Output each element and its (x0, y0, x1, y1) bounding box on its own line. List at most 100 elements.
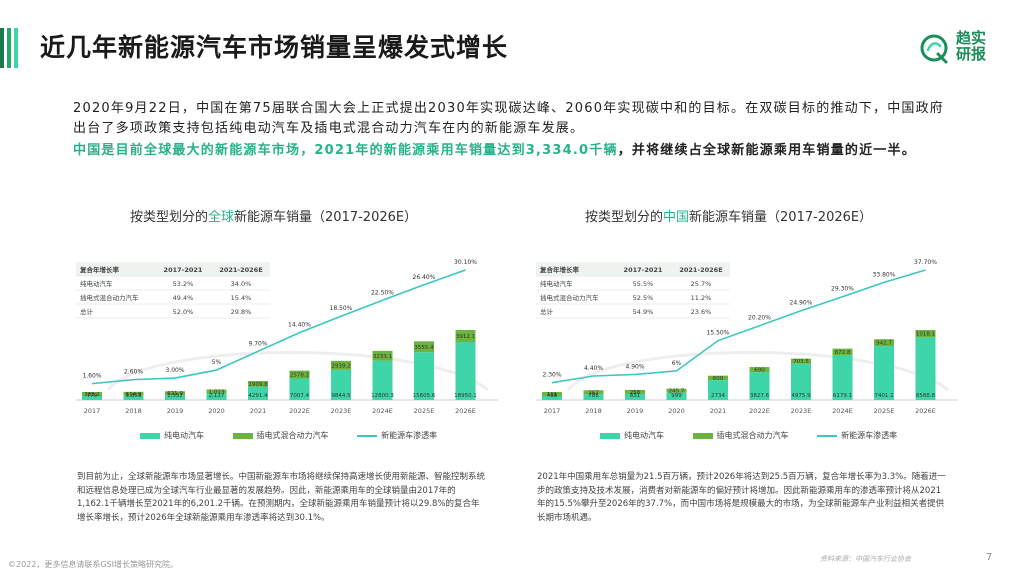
table-header-cell: 复合年增长率 (539, 265, 580, 274)
x-tick-label: 2018 (125, 407, 142, 415)
bar-phev (874, 339, 894, 347)
table-cell: 54.9% (633, 308, 654, 316)
global-chart-note: 到目前为止，全球新能源车市场显著增长。中国新能源车市场将继续保持高速增长使用新能… (77, 472, 486, 523)
china-sales-chart: 复合年增长率 2017-2021 2021-2026E 纯电动汽车 55.5% 25.7%… (536, 259, 958, 415)
rate-value-label: 4.40% (584, 365, 603, 372)
bar-phev (749, 367, 770, 373)
footer-source: 资料来源：中国汽车行业协会 (820, 555, 911, 563)
table-cell: 52.0% (173, 308, 194, 316)
table-cell: 总计 (540, 307, 554, 316)
footer-copyright: ©2022，更多信息请联系GSI增长策略研究院。 (8, 560, 178, 569)
title-accent-bars (0, 28, 20, 68)
x-tick-label: 2018 (585, 407, 602, 415)
bar-phev (206, 389, 227, 394)
bev-value-label: 1,353 (126, 393, 142, 399)
table-cell: 总计 (80, 307, 94, 316)
watermark-shape (106, 351, 489, 392)
global-chart-legend: 纯电动汽车 插电式混合动力汽车 新能源车渗透率 (140, 430, 463, 441)
table-header-cell: 2021-2026E (219, 266, 262, 274)
bar-phev (625, 389, 645, 394)
bev-value-label: 9844.5 (331, 393, 351, 399)
bar-bev (832, 354, 853, 400)
watermark-shape (566, 351, 949, 392)
chart-title-pre: 按类型划分的 (130, 210, 209, 225)
x-tick-label: 2020 (208, 407, 225, 415)
logo-icon (920, 34, 948, 64)
bar-phev (666, 388, 687, 393)
phev-value-label: 3555.4 (414, 345, 434, 351)
phev-value-label: 614.9 (126, 392, 142, 398)
bar-phev (915, 330, 936, 338)
x-tick-label: 2022E (289, 407, 310, 415)
phev-value-label: 942.7 (876, 341, 892, 347)
phev-value-label: 111 (547, 392, 558, 398)
phev-value-label: 258 (630, 390, 641, 396)
accent-bar (7, 28, 11, 68)
bar-phev (372, 350, 393, 361)
phev-value-label: 383.1 (84, 392, 100, 398)
legend-item-bev: 纯电动汽车 (140, 430, 204, 441)
global-sales-chart: 复合年增长率 2017-2021 2021-2026E 纯电动汽车 53.2% 34.0%… (76, 259, 498, 415)
legend-item-rate: 新能源车渗透率 (357, 430, 437, 441)
bev-value-label: 4291.4 (248, 393, 268, 399)
x-tick-label: 2026E (455, 407, 476, 415)
china-chart-note: 2021年中国乘用车总销量为21.5百万辆，预计2026年将达到25.5百万辆，… (537, 472, 946, 523)
bev-value-label: 468 (547, 393, 558, 399)
bar-bev (625, 393, 645, 400)
rate-value-label: 4.90% (625, 363, 644, 370)
bar-bev (414, 352, 434, 400)
phev-value-label: 267 (588, 390, 599, 396)
bar-bev (874, 346, 894, 400)
table-cell: 25.7% (691, 280, 712, 288)
rate-value-label: 3.00% (165, 367, 184, 374)
table-cell: 49.4% (173, 294, 194, 302)
x-tick-label: 2023E (331, 407, 352, 415)
phev-value-label: 1018.1 (916, 332, 935, 338)
phev-value-label: 2578.2 (290, 373, 309, 379)
rate-value-label: 24.90% (790, 300, 813, 307)
bar-phev (82, 392, 102, 396)
rate-value-label: 6% (672, 360, 682, 367)
bar-bev (708, 380, 728, 400)
page-title: 近几年新能源汽车市场销量呈爆发式增长 (40, 33, 509, 62)
chart-title-pre: 按类型划分的 (585, 210, 664, 225)
phev-value-label: 703.5 (793, 359, 809, 365)
chart-title-highlight: 全球 (208, 210, 235, 225)
bar-phev (791, 358, 811, 364)
phev-value-label: 2939.2 (331, 363, 350, 369)
bar-bev (749, 372, 770, 400)
table-cell: 插电式混合动力汽车 (80, 293, 139, 302)
x-tick-label: 2021 (250, 407, 267, 415)
x-tick-label: 2019 (167, 407, 184, 415)
rate-value-label: 2.30% (542, 372, 561, 379)
bar-bev (455, 341, 476, 400)
x-tick-label: 2022E (749, 407, 770, 415)
x-tick-label: 2019 (627, 407, 644, 415)
table-cell: 52.5% (633, 294, 654, 302)
bar-bev (915, 337, 936, 400)
bev-value-label: 779 (87, 393, 98, 399)
rate-value-label: 15.50% (707, 330, 730, 337)
accent-bar (14, 28, 18, 68)
table-header-cell: 2017-2021 (164, 266, 203, 274)
penetration-rate-line (91, 269, 466, 385)
table-cell: 15.4% (231, 294, 252, 302)
bev-value-label: 4975.9 (791, 393, 811, 399)
bar-bev (206, 393, 227, 400)
bev-value-label: 7401.1 (874, 393, 893, 399)
phev-value-label: 3233.1 (373, 354, 392, 360)
table-header-bg (76, 262, 270, 276)
phev-value-label: 3912.1 (456, 334, 475, 340)
bev-value-label: 2734 (711, 393, 725, 399)
bar-bev (248, 386, 268, 400)
bar-phev (331, 360, 351, 370)
bev-value-label: 12800.3 (371, 393, 394, 399)
table-cell: 11.2% (691, 294, 712, 302)
x-tick-label: 2026E (915, 407, 936, 415)
table-cell: 29.8% (231, 308, 252, 316)
legend-item-phev: 插电式混合动力汽车 (232, 430, 329, 441)
rate-value-label: 30.10% (454, 259, 477, 266)
legend-item-rate: 新能源车渗透率 (817, 430, 897, 441)
bar-bev (666, 392, 687, 400)
bar-bev (583, 394, 604, 400)
